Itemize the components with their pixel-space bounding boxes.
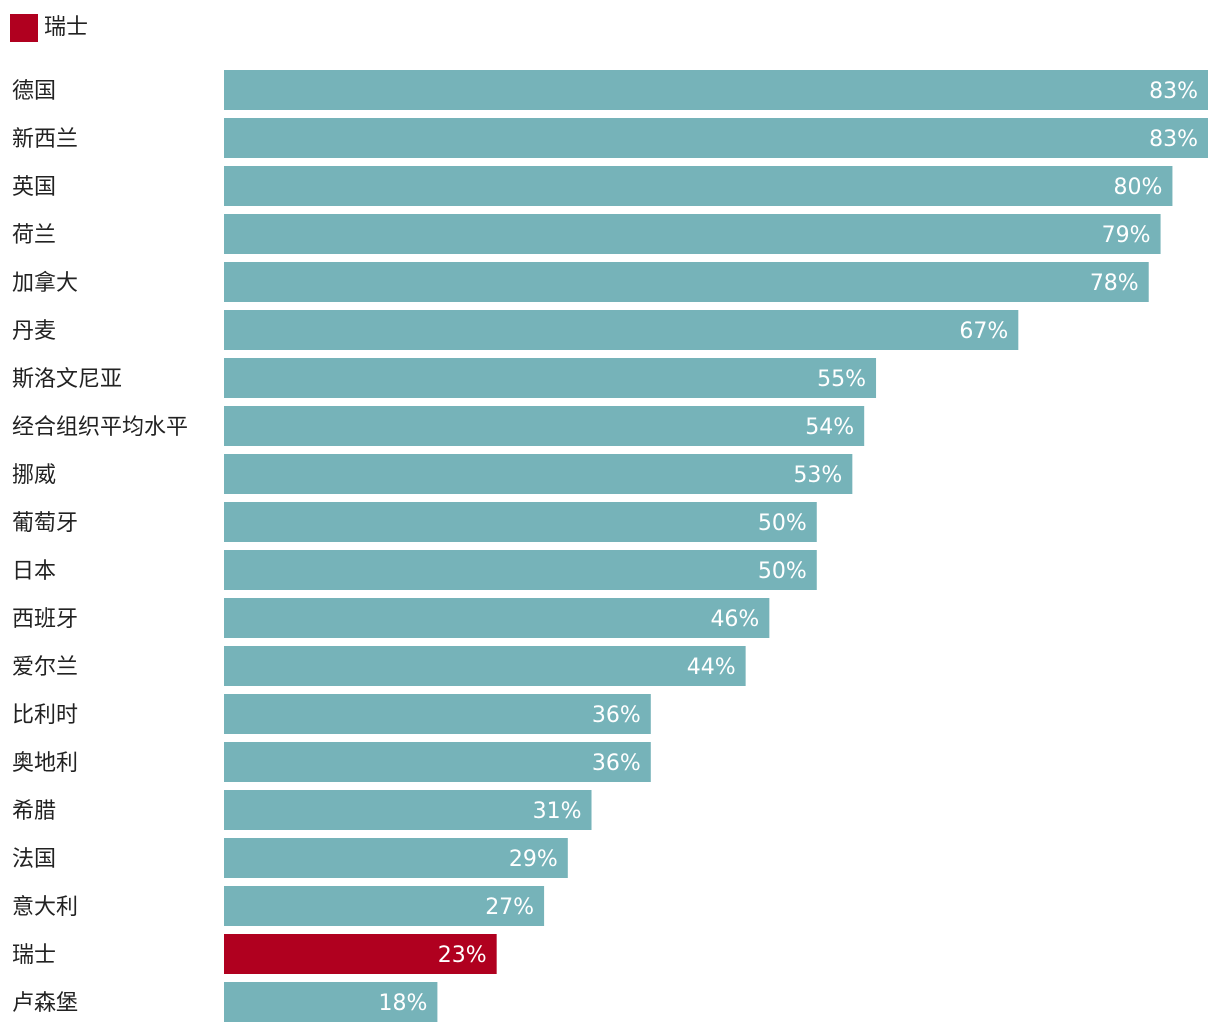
category-label: 卢森堡 bbox=[12, 991, 78, 1016]
value-label: 18% bbox=[378, 991, 427, 1016]
bar bbox=[224, 550, 817, 590]
legend-label: 瑞士 bbox=[44, 15, 89, 40]
category-label: 加拿大 bbox=[12, 270, 78, 296]
value-label: 36% bbox=[592, 751, 641, 776]
value-label: 83% bbox=[1149, 127, 1198, 152]
bar bbox=[224, 166, 1173, 206]
bar-highlight bbox=[224, 934, 497, 974]
value-label: 31% bbox=[533, 799, 582, 824]
bar bbox=[224, 694, 651, 734]
value-label: 36% bbox=[592, 703, 641, 728]
bar bbox=[224, 262, 1149, 302]
bar bbox=[224, 454, 853, 494]
value-label: 53% bbox=[793, 463, 842, 488]
bar bbox=[224, 502, 817, 542]
value-label: 67% bbox=[959, 319, 1008, 344]
bar bbox=[224, 646, 746, 686]
category-label: 英国 bbox=[12, 175, 56, 200]
value-label: 50% bbox=[758, 559, 807, 584]
legend-swatch bbox=[10, 14, 38, 42]
category-label: 经合组织平均水平 bbox=[12, 415, 188, 440]
value-label: 27% bbox=[485, 895, 534, 920]
bar bbox=[224, 838, 568, 878]
category-label: 丹麦 bbox=[12, 319, 56, 344]
category-label: 比利时 bbox=[12, 703, 78, 728]
value-label: 46% bbox=[710, 607, 759, 632]
bar bbox=[224, 406, 865, 446]
category-label: 新西兰 bbox=[12, 127, 78, 152]
value-label: 23% bbox=[438, 943, 487, 968]
value-label: 83% bbox=[1149, 79, 1198, 104]
category-label: 日本 bbox=[12, 559, 56, 584]
bar bbox=[224, 310, 1019, 350]
category-label: 意大利 bbox=[12, 895, 78, 920]
value-label: 29% bbox=[509, 847, 558, 872]
bar bbox=[224, 358, 877, 398]
bar bbox=[224, 118, 1208, 158]
bar bbox=[224, 214, 1161, 254]
bar bbox=[224, 742, 651, 782]
category-label: 爱尔兰 bbox=[12, 655, 78, 680]
bar bbox=[224, 598, 770, 638]
value-label: 80% bbox=[1114, 175, 1163, 200]
category-label: 奥地利 bbox=[12, 751, 78, 776]
bar bbox=[224, 886, 545, 926]
value-label: 55% bbox=[817, 367, 866, 392]
bar bbox=[224, 70, 1208, 110]
value-label: 50% bbox=[758, 511, 807, 536]
category-label: 葡萄牙 bbox=[12, 511, 78, 536]
bar bbox=[224, 982, 438, 1022]
category-label: 斯洛文尼亚 bbox=[12, 367, 122, 392]
category-label: 希腊 bbox=[12, 799, 56, 824]
category-label: 德国 bbox=[12, 79, 56, 104]
value-label: 79% bbox=[1102, 223, 1151, 248]
category-label: 瑞士 bbox=[12, 943, 56, 968]
value-label: 44% bbox=[687, 655, 736, 680]
category-label: 荷兰 bbox=[12, 223, 56, 248]
category-label: 西班牙 bbox=[12, 607, 78, 632]
category-label: 挪威 bbox=[12, 463, 56, 488]
category-label: 法国 bbox=[12, 847, 56, 872]
value-label: 78% bbox=[1090, 271, 1139, 296]
legend: 瑞士 bbox=[10, 14, 88, 42]
value-label: 54% bbox=[805, 415, 854, 440]
bar bbox=[224, 790, 592, 830]
